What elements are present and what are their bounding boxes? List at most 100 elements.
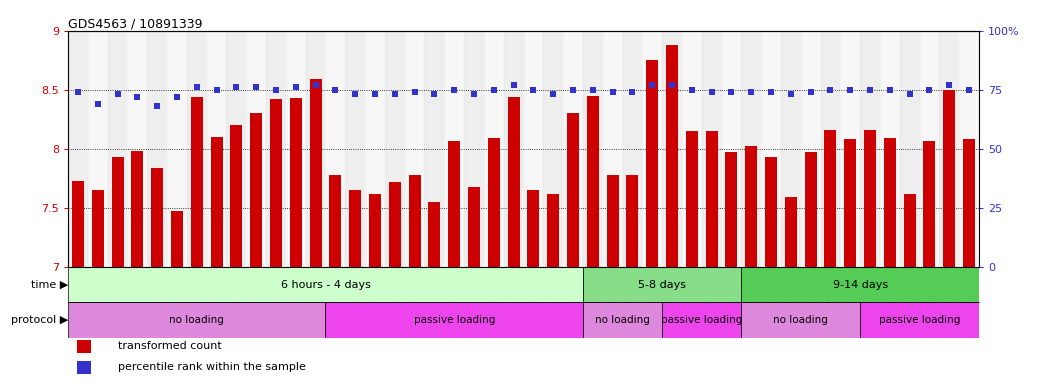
Bar — [682, 31, 701, 267]
Bar — [583, 267, 741, 302]
Bar — [864, 130, 876, 267]
Bar — [168, 31, 186, 267]
Text: no loading: no loading — [170, 315, 224, 325]
Bar — [741, 302, 861, 338]
Bar — [266, 31, 286, 267]
Bar — [77, 361, 91, 374]
Bar — [919, 31, 939, 267]
Point — [584, 87, 601, 93]
Bar — [785, 197, 797, 267]
Bar — [151, 168, 163, 267]
Bar — [508, 97, 519, 267]
Point — [169, 94, 185, 100]
Bar — [68, 267, 583, 302]
Bar — [745, 146, 757, 267]
Bar — [528, 190, 539, 267]
Bar — [642, 31, 662, 267]
Point — [386, 91, 403, 98]
Bar — [92, 190, 104, 267]
Point — [149, 103, 165, 109]
Text: percentile rank within the sample: percentile rank within the sample — [118, 362, 306, 372]
Bar — [879, 31, 899, 267]
Bar — [686, 131, 697, 267]
Text: transformed count: transformed count — [118, 341, 222, 351]
Bar — [191, 97, 203, 267]
Point — [347, 91, 363, 98]
Point — [743, 89, 760, 95]
Bar — [884, 138, 896, 267]
Point — [188, 84, 205, 91]
Bar — [77, 340, 91, 353]
Bar — [424, 31, 444, 267]
Bar — [484, 31, 504, 267]
Point — [882, 87, 898, 93]
Point — [327, 87, 343, 93]
Bar — [408, 175, 421, 267]
Bar — [68, 302, 326, 338]
Point — [664, 82, 681, 88]
Bar — [171, 211, 183, 267]
Text: no loading: no loading — [774, 315, 828, 325]
Point — [366, 91, 383, 98]
Bar — [765, 157, 777, 267]
Bar — [923, 141, 935, 267]
Bar — [706, 131, 717, 267]
Bar — [726, 152, 737, 267]
Bar — [603, 31, 623, 267]
Point — [446, 87, 463, 93]
Bar — [587, 96, 599, 267]
Bar — [346, 31, 365, 267]
Point — [525, 87, 541, 93]
Point — [762, 89, 779, 95]
Bar — [899, 31, 919, 267]
Point — [109, 91, 126, 98]
Bar — [186, 31, 206, 267]
Bar — [626, 175, 639, 267]
Bar — [741, 267, 979, 302]
Point — [506, 82, 522, 88]
Bar — [448, 141, 460, 267]
Bar — [108, 31, 128, 267]
Bar — [939, 31, 959, 267]
Bar — [524, 31, 543, 267]
Point — [901, 91, 918, 98]
Point — [822, 87, 839, 93]
Bar — [286, 31, 306, 267]
Bar — [623, 31, 642, 267]
Bar — [861, 302, 979, 338]
Bar — [721, 31, 741, 267]
Bar — [844, 139, 856, 267]
Bar — [781, 31, 801, 267]
Bar — [68, 31, 88, 267]
Bar — [543, 31, 563, 267]
Point — [89, 101, 106, 107]
Point — [544, 91, 561, 98]
Point — [644, 82, 661, 88]
Bar — [666, 45, 678, 267]
Bar — [206, 31, 226, 267]
Point — [604, 89, 621, 95]
Bar — [841, 31, 861, 267]
Bar — [563, 31, 583, 267]
Bar — [148, 31, 168, 267]
Point — [129, 94, 146, 100]
Bar — [963, 139, 975, 267]
Point — [921, 87, 938, 93]
Text: protocol ▶: protocol ▶ — [10, 315, 68, 325]
Bar — [464, 31, 484, 267]
Bar — [861, 31, 879, 267]
Bar — [741, 31, 761, 267]
Bar — [567, 113, 579, 267]
Bar — [210, 137, 223, 267]
Bar — [701, 31, 721, 267]
Bar — [943, 90, 955, 267]
Bar — [270, 99, 282, 267]
Bar — [444, 31, 464, 267]
Bar — [310, 79, 321, 267]
Point — [564, 87, 581, 93]
Text: passive loading: passive loading — [414, 315, 495, 325]
Point — [208, 87, 225, 93]
Bar — [959, 31, 979, 267]
Bar — [646, 60, 659, 267]
Point — [307, 82, 324, 88]
